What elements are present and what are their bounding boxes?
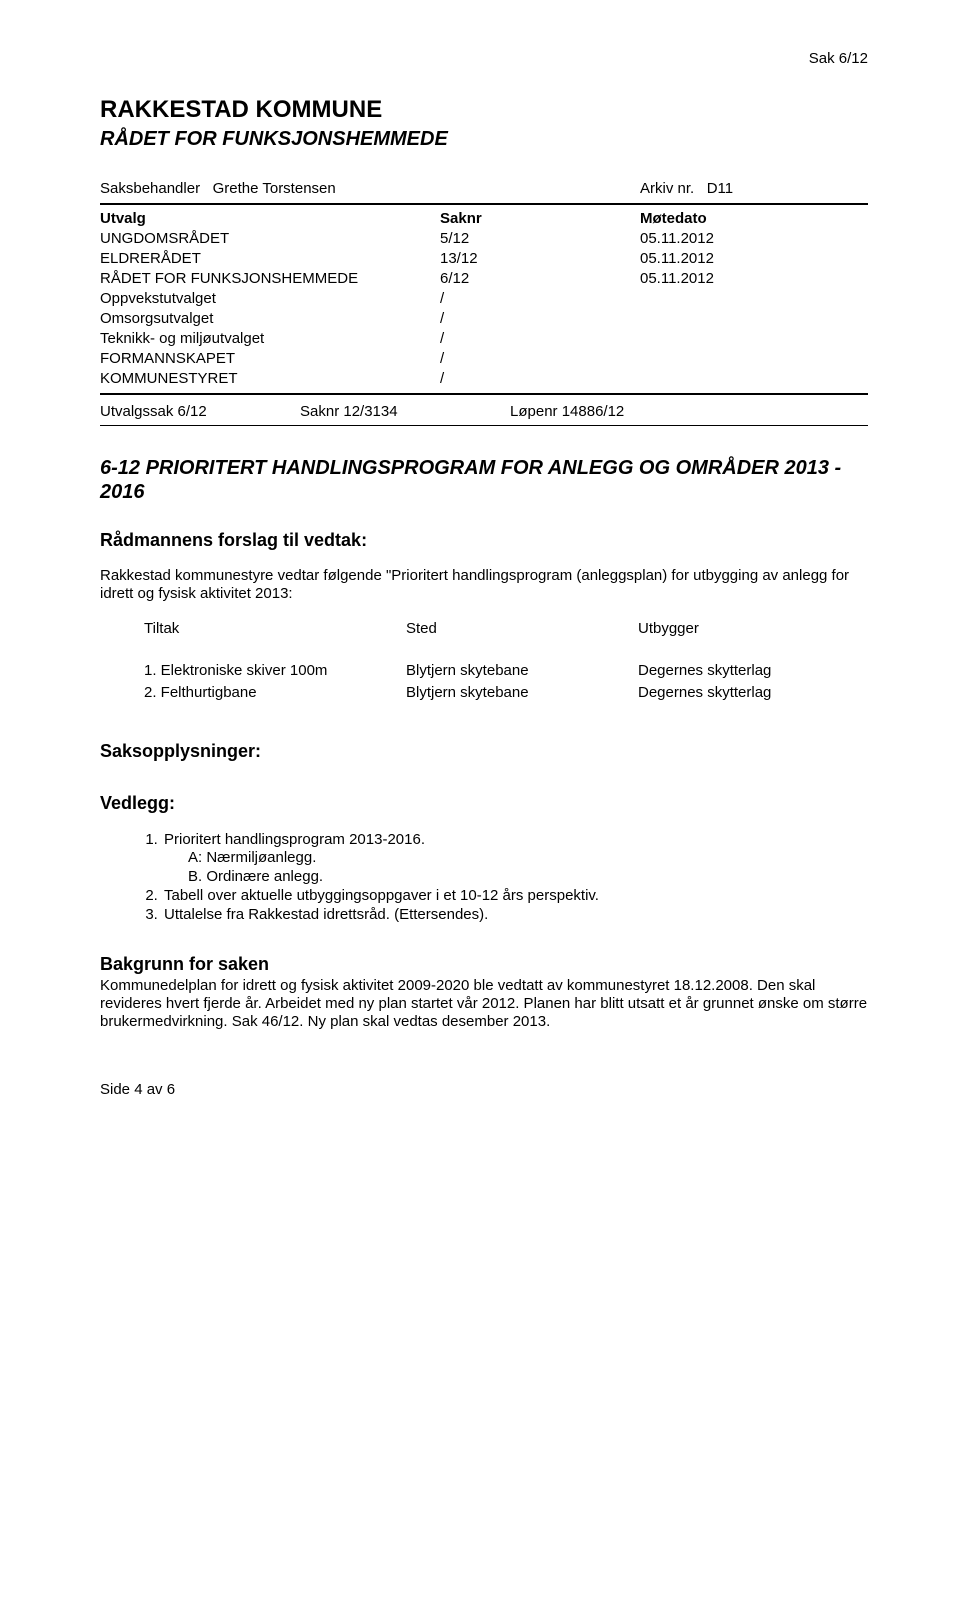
- table-cell: [640, 309, 868, 329]
- tiltak-cell: 1. Elektroniske skiver 100m: [144, 661, 404, 681]
- table-cell: Omsorgsutvalget: [100, 309, 440, 329]
- list-item: Prioritert handlingsprogram 2013-2016. A…: [162, 831, 868, 886]
- forslag-heading: Rådmannens forslag til vedtak:: [100, 530, 868, 552]
- tiltak-header: Tiltak: [144, 619, 404, 639]
- forslag-body: Rakkestad kommunestyre vedtar følgende "…: [100, 567, 868, 603]
- tiltak-cell: Degernes skytterlag: [638, 661, 908, 681]
- tiltak-header: Utbygger: [638, 619, 908, 639]
- table-cell: [640, 329, 868, 349]
- tiltak-rows-table: 1. Elektroniske skiver 100m Blytjern sky…: [142, 659, 910, 705]
- saksopp-heading: Saksopplysninger:: [100, 741, 868, 763]
- table-cell: 05.11.2012: [640, 229, 868, 249]
- table-cell: FORMANNSKAPET: [100, 349, 440, 369]
- arkiv-value: D11: [707, 180, 733, 197]
- meta-body-table: Utvalg Saknr Møtedato UNGDOMSRÅDET 5/12 …: [100, 209, 868, 389]
- document-title: RAKKESTAD KOMMUNE: [100, 96, 868, 125]
- divider: [100, 393, 868, 395]
- utvalg-cell: Saknr 12/3134: [300, 403, 510, 421]
- list-item: A: Nærmiljøanlegg.: [186, 849, 868, 867]
- list-item: Tabell over aktuelle utbyggingsoppgaver …: [162, 887, 868, 905]
- saksbehandler-value: Grethe Torstensen: [213, 180, 336, 197]
- divider: [100, 425, 868, 426]
- table-cell: [640, 369, 868, 389]
- table-cell: 13/12: [440, 249, 640, 269]
- table-cell: 5/12: [440, 229, 640, 249]
- list-item: Uttalelse fra Rakkestad idrettsråd. (Ett…: [162, 906, 868, 924]
- tiltak-cell: Blytjern skytebane: [406, 661, 636, 681]
- utvalg-row: Utvalgssak 6/12 Saknr 12/3134 Løpenr 148…: [100, 403, 868, 421]
- tiltak-cell: Blytjern skytebane: [406, 683, 636, 703]
- table-cell: 05.11.2012: [640, 249, 868, 269]
- table-cell: 6/12: [440, 269, 640, 289]
- bakgrunn-body: Kommunedelplan for idrett og fysisk akti…: [100, 977, 868, 1031]
- main-heading: 6-12 PRIORITERT HANDLINGSPROGRAM FOR ANL…: [100, 456, 868, 504]
- table-cell: 05.11.2012: [640, 269, 868, 289]
- arkiv-label: Arkiv nr.: [640, 180, 694, 197]
- list-item-text: Prioritert handlingsprogram 2013-2016.: [164, 831, 425, 848]
- table-cell: Oppvekstutvalget: [100, 289, 440, 309]
- table-cell: RÅDET FOR FUNKSJONSHEMMEDE: [100, 269, 440, 289]
- col-header: Utvalg: [100, 209, 440, 229]
- tiltak-cell: 2. Felthurtigbane: [144, 683, 404, 703]
- page-footer: Side 4 av 6: [100, 1081, 868, 1099]
- table-cell: /: [440, 289, 640, 309]
- document-subtitle: RÅDET FOR FUNKSJONSHEMMEDE: [100, 127, 868, 151]
- table-cell: /: [440, 369, 640, 389]
- table-cell: /: [440, 329, 640, 349]
- meta-table: Saksbehandler Grethe Torstensen Arkiv nr…: [100, 179, 868, 199]
- bakgrunn-heading: Bakgrunn for saken: [100, 954, 868, 976]
- divider: [100, 203, 868, 205]
- case-number: Sak 6/12: [100, 50, 868, 68]
- table-cell: /: [440, 349, 640, 369]
- tiltak-header: Sted: [406, 619, 636, 639]
- table-cell: [640, 349, 868, 369]
- col-header: Saknr: [440, 209, 640, 229]
- table-cell: Teknikk- og miljøutvalget: [100, 329, 440, 349]
- saksbehandler-label: Saksbehandler: [100, 180, 200, 197]
- list-item: B. Ordinære anlegg.: [186, 868, 868, 886]
- tiltak-header-table: Tiltak Sted Utbygger: [142, 617, 910, 641]
- table-cell: UNGDOMSRÅDET: [100, 229, 440, 249]
- vedlegg-heading: Vedlegg:: [100, 793, 868, 815]
- table-cell: KOMMUNESTYRET: [100, 369, 440, 389]
- utvalg-cell: Løpenr 14886/12: [510, 403, 624, 421]
- utvalg-cell: Utvalgssak 6/12: [100, 403, 300, 421]
- table-cell: [640, 289, 868, 309]
- tiltak-cell: Degernes skytterlag: [638, 683, 908, 703]
- col-header: Møtedato: [640, 209, 868, 229]
- table-cell: ELDRERÅDET: [100, 249, 440, 269]
- vedlegg-list: Prioritert handlingsprogram 2013-2016. A…: [100, 831, 868, 924]
- table-cell: /: [440, 309, 640, 329]
